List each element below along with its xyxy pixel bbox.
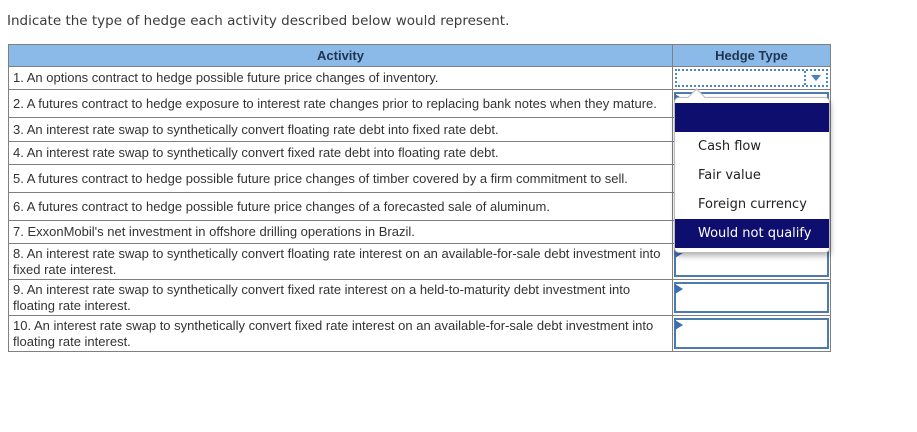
column-header-activity: Activity bbox=[8, 44, 673, 67]
dropdown-option[interactable]: Foreign currency bbox=[698, 197, 807, 212]
table-row: 8. An interest rate swap to syntheticall… bbox=[8, 243, 831, 280]
activity-cell: 9. An interest rate swap to syntheticall… bbox=[8, 279, 673, 316]
dropdown-option[interactable]: Fair value bbox=[698, 168, 761, 183]
activity-cell: 10. An interest rate swap to synthetical… bbox=[8, 315, 673, 352]
table-header: Activity Hedge Type bbox=[8, 44, 831, 67]
activity-cell: 8. An interest rate swap to syntheticall… bbox=[8, 243, 673, 280]
activity-cell: 1. An options contract to hedge possible… bbox=[8, 66, 673, 90]
selected-value bbox=[677, 71, 804, 85]
dropdown-option-list: Cash flow Fair value Foreign currency Would… bbox=[675, 103, 829, 248]
activity-cell: 3. An interest rate swap to syntheticall… bbox=[8, 117, 673, 142]
hedge-type-select-open[interactable] bbox=[675, 69, 828, 87]
hedge-type-cell bbox=[672, 66, 831, 90]
dropdown-option[interactable]: Cash flow bbox=[698, 139, 761, 154]
caret-down-icon bbox=[811, 75, 821, 81]
prompt-arrow-icon bbox=[675, 320, 683, 330]
column-header-hedge-type: Hedge Type bbox=[672, 44, 831, 67]
activity-cell: 4. An interest rate swap to syntheticall… bbox=[8, 141, 673, 165]
dropdown-option[interactable]: Would not qualify bbox=[675, 219, 829, 248]
table-row: 1. An options contract to hedge possible… bbox=[8, 66, 831, 90]
header-row: Activity Hedge Type bbox=[8, 44, 831, 67]
hedge-type-cell bbox=[672, 279, 831, 316]
dropdown-arrow-button[interactable] bbox=[804, 71, 826, 85]
hedge-type-cell bbox=[672, 315, 831, 352]
activity-cell: 7. ExxonMobil's net investment in offsho… bbox=[8, 220, 673, 244]
dropdown-option-blank[interactable] bbox=[675, 103, 829, 132]
activity-cell: 6. A futures contract to hedge possible … bbox=[8, 192, 673, 221]
hedge-type-select[interactable] bbox=[674, 318, 829, 349]
table-row: 10. An interest rate swap to synthetical… bbox=[8, 315, 831, 352]
activity-cell: 5. A futures contract to hedge possible … bbox=[8, 164, 673, 193]
table-row: 9. An interest rate swap to syntheticall… bbox=[8, 279, 831, 316]
prompt-arrow-icon bbox=[675, 248, 683, 258]
prompt-arrow-icon bbox=[675, 284, 683, 294]
activity-cell: 2. A futures contract to hedge exposure … bbox=[8, 89, 673, 118]
question-prompt: Indicate the type of hedge each activity… bbox=[7, 13, 510, 29]
hedge-type-select[interactable] bbox=[674, 282, 829, 313]
hedge-type-dropdown-menu: Cash flow Fair value Foreign currency Would… bbox=[674, 88, 830, 253]
